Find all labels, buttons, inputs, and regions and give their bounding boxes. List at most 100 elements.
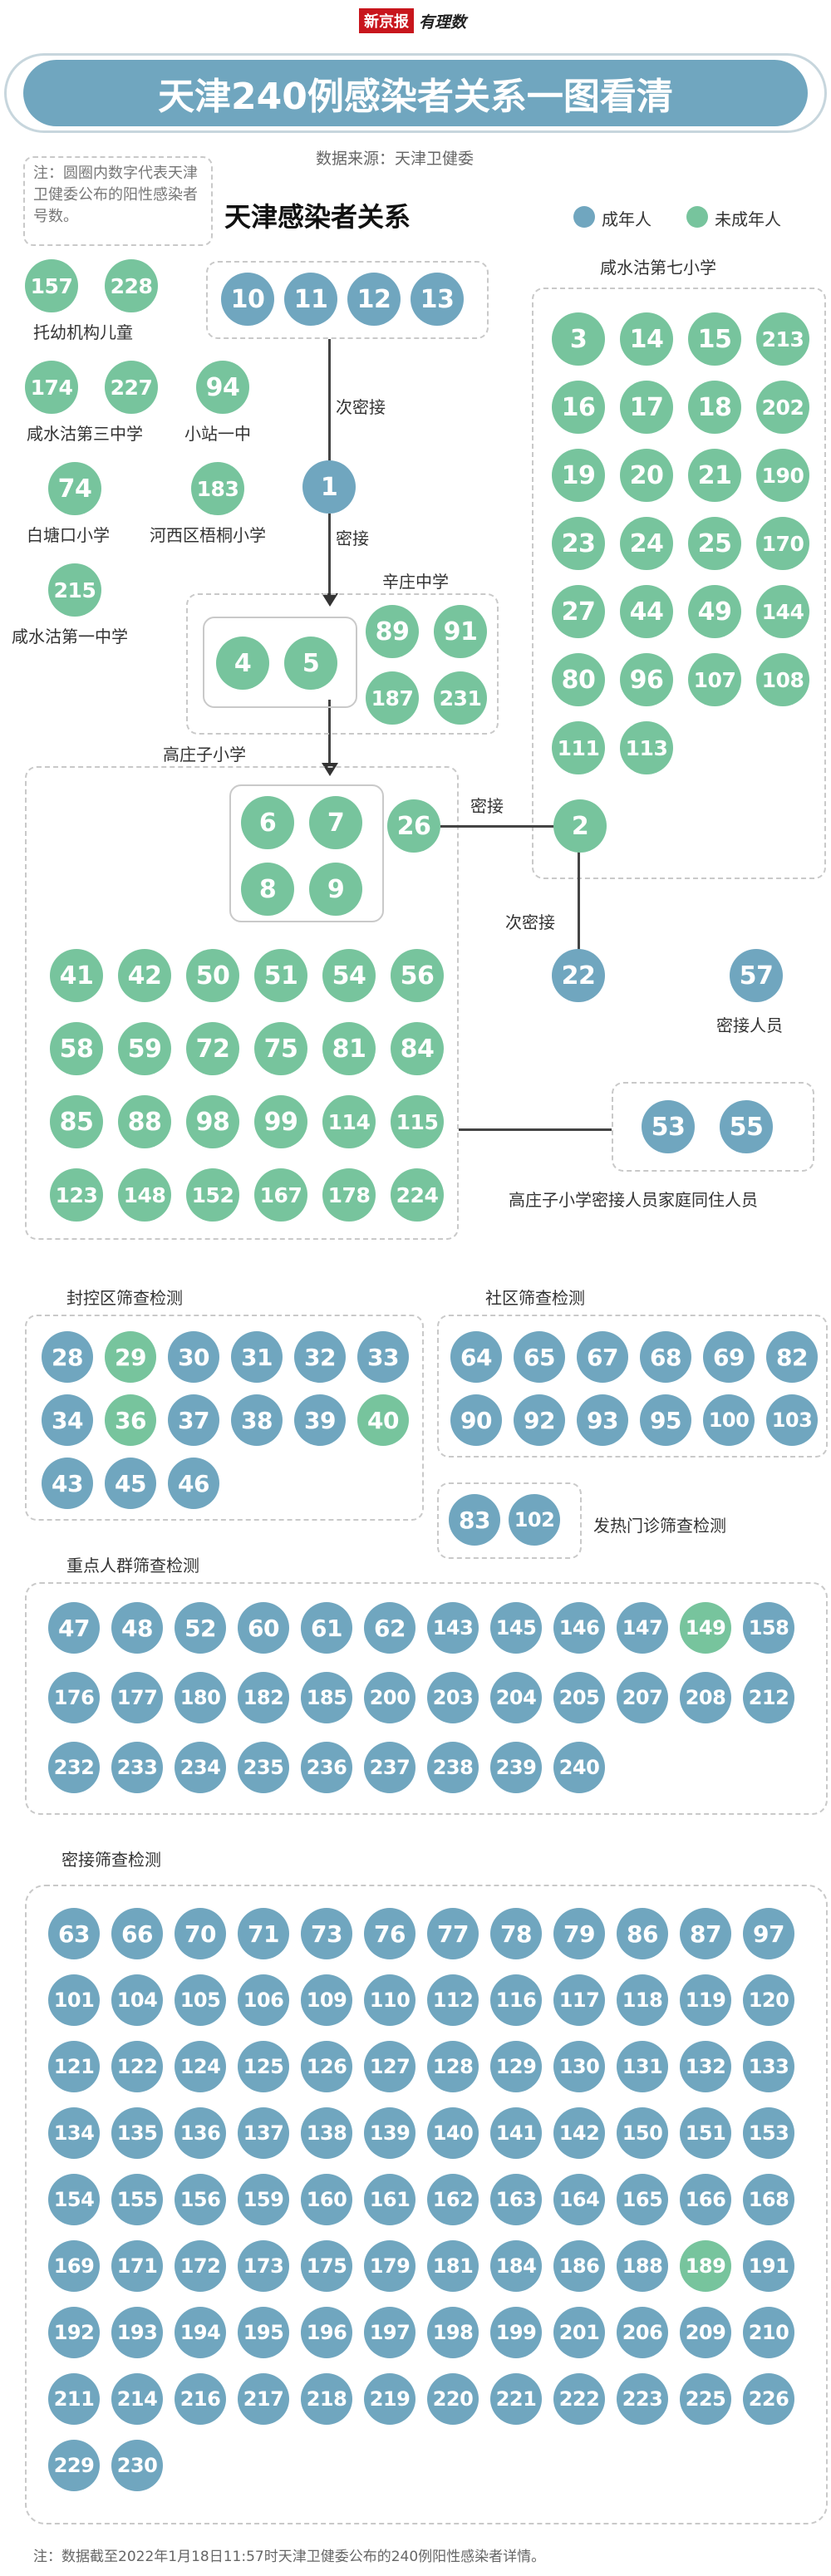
- case-node-118: 118: [617, 1974, 668, 2026]
- case-node-62: 62: [364, 1602, 416, 1654]
- case-node-230: 230: [111, 2440, 163, 2491]
- case-node-92: 92: [514, 1394, 565, 1446]
- case-node-124: 124: [175, 2041, 226, 2092]
- case-node-184: 184: [490, 2240, 542, 2292]
- case-node-171: 171: [111, 2240, 163, 2292]
- case-node-109: 109: [301, 1974, 352, 2026]
- case-node-18: 18: [688, 381, 741, 434]
- case-node-21: 21: [688, 449, 741, 502]
- case-node-27: 27: [552, 585, 605, 638]
- case-node-52: 52: [175, 1602, 226, 1654]
- case-node-108: 108: [756, 653, 809, 706]
- case-node-41: 41: [50, 949, 103, 1002]
- case-node-81: 81: [322, 1022, 376, 1075]
- page-title: 天津240例感染者关系一图看清: [158, 76, 673, 118]
- case-node-75: 75: [254, 1022, 307, 1075]
- case-node-15: 15: [688, 312, 741, 366]
- xinzhuang-box: [186, 593, 499, 735]
- case-node-216: 216: [175, 2373, 226, 2425]
- case-node-104: 104: [111, 1974, 163, 2026]
- case-node-54: 54: [322, 949, 376, 1002]
- case-node-17: 17: [620, 381, 673, 434]
- case-node-188: 188: [617, 2240, 668, 2292]
- case-node-166: 166: [680, 2174, 731, 2225]
- case-node-223: 223: [617, 2373, 668, 2425]
- case-node-14: 14: [620, 312, 673, 366]
- case-node-131: 131: [617, 2041, 668, 2092]
- case-node-200: 200: [364, 1672, 416, 1723]
- case-node-160: 160: [301, 2174, 352, 2225]
- gz-family-box: [612, 1082, 814, 1172]
- case-node-172: 172: [175, 2240, 226, 2292]
- case-node-210: 210: [743, 2307, 794, 2358]
- case-node-9: 9: [309, 863, 362, 916]
- label-baitangkou: 白塘口小学: [27, 525, 110, 545]
- case-node-136: 136: [175, 2107, 226, 2159]
- case-node-78: 78: [490, 1908, 542, 1959]
- case-node-6: 6: [241, 796, 294, 849]
- case-node-132: 132: [680, 2041, 731, 2092]
- case-node-157: 157: [25, 259, 78, 312]
- case-node-79: 79: [553, 1908, 605, 1959]
- label-key-groups: 重点人群筛查检测: [66, 1556, 199, 1576]
- case-node-197: 197: [364, 2307, 416, 2358]
- case-node-119: 119: [680, 1974, 731, 2026]
- case-node-29: 29: [105, 1331, 156, 1383]
- case-node-116: 116: [490, 1974, 542, 2026]
- case-node-169: 169: [48, 2240, 100, 2292]
- case-node-84: 84: [391, 1022, 444, 1075]
- case-node-24: 24: [620, 517, 673, 570]
- case-node-235: 235: [238, 1742, 289, 1793]
- case-node-209: 209: [680, 2307, 731, 2358]
- case-node-191: 191: [743, 2240, 794, 2292]
- case-node-94: 94: [196, 361, 249, 414]
- case-node-4: 4: [216, 637, 269, 690]
- case-node-134: 134: [48, 2107, 100, 2159]
- case-node-11: 11: [284, 273, 337, 326]
- case-node-236: 236: [301, 1742, 352, 1793]
- case-node-23: 23: [552, 517, 605, 570]
- case-node-167: 167: [254, 1168, 307, 1222]
- case-node-3: 3: [552, 312, 605, 366]
- case-node-105: 105: [175, 1974, 226, 2026]
- case-node-53: 53: [642, 1100, 695, 1153]
- connector-2-22: [578, 846, 580, 954]
- case-node-129: 129: [490, 2041, 542, 2092]
- case-node-199: 199: [490, 2307, 542, 2358]
- case-node-180: 180: [175, 1672, 226, 1723]
- case-node-1: 1: [302, 460, 356, 514]
- case-node-163: 163: [490, 2174, 542, 2225]
- case-node-143: 143: [427, 1602, 479, 1654]
- case-node-164: 164: [553, 2174, 605, 2225]
- case-node-67: 67: [577, 1331, 628, 1383]
- case-node-215: 215: [48, 563, 101, 617]
- case-node-50: 50: [186, 949, 239, 1002]
- case-node-221: 221: [490, 2373, 542, 2425]
- legend-adult-swatch: [573, 206, 595, 228]
- case-node-193: 193: [111, 2307, 163, 2358]
- case-node-40: 40: [357, 1394, 409, 1446]
- case-node-170: 170: [756, 517, 809, 570]
- case-node-46: 46: [168, 1458, 219, 1509]
- case-node-198: 198: [427, 2307, 479, 2358]
- case-node-82: 82: [766, 1331, 818, 1383]
- case-node-64: 64: [450, 1331, 502, 1383]
- fever-box: [437, 1482, 582, 1559]
- connector-1-45: [328, 514, 331, 597]
- case-node-185: 185: [301, 1672, 352, 1723]
- case-node-36: 36: [105, 1394, 156, 1446]
- case-node-87: 87: [680, 1908, 731, 1959]
- case-node-68: 68: [640, 1331, 691, 1383]
- case-node-186: 186: [553, 2240, 605, 2292]
- case-node-174: 174: [25, 361, 78, 414]
- case-node-159: 159: [238, 2174, 289, 2225]
- case-node-195: 195: [238, 2307, 289, 2358]
- label-xianshuigu3: 咸水沽第三中学: [27, 424, 143, 444]
- case-node-140: 140: [427, 2107, 479, 2159]
- lockdown-box: [25, 1315, 424, 1521]
- case-node-90: 90: [450, 1394, 502, 1446]
- case-node-112: 112: [427, 1974, 479, 2026]
- label-close-contact-1: 密接: [336, 528, 369, 548]
- case-node-101: 101: [48, 1974, 100, 2026]
